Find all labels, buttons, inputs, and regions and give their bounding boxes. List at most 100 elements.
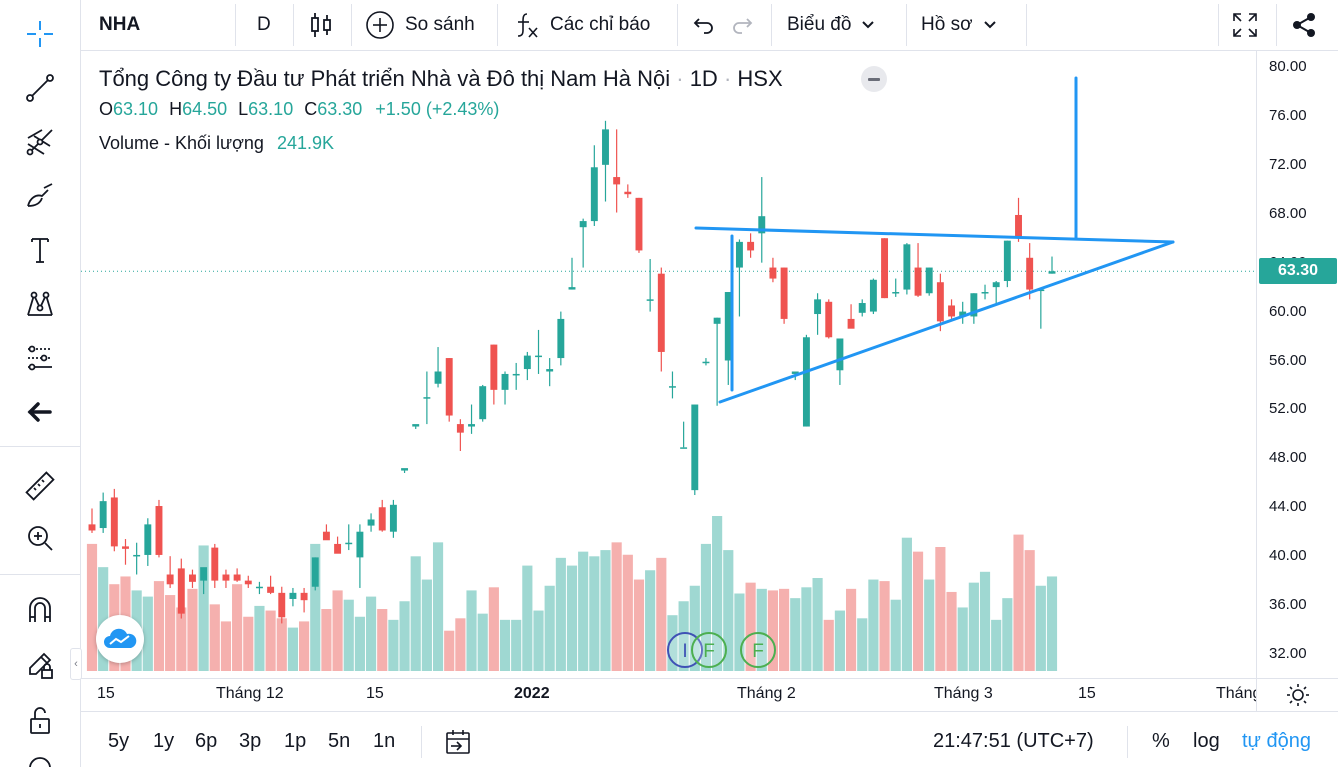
volume-bar [165, 595, 176, 671]
volume-bar [991, 619, 1002, 671]
percent-scale-toggle[interactable]: % [1152, 730, 1170, 752]
candle-body [334, 543, 342, 554]
pattern-icon[interactable] [14, 282, 66, 326]
ruler-icon[interactable] [14, 464, 66, 508]
unlock-icon[interactable] [14, 698, 66, 742]
time-tick-label: Tháng 3 [934, 685, 993, 702]
volume-bar [779, 588, 790, 671]
lock-drawings-icon[interactable] [14, 642, 66, 686]
collapse-toolbar-handle[interactable]: ‹ [70, 648, 82, 680]
volume-bar [176, 607, 187, 671]
candle-body [635, 197, 643, 251]
undo-button[interactable] [689, 0, 715, 50]
price-tick-label: 56.00 [1269, 351, 1307, 369]
volume-bar [901, 537, 912, 671]
auto-scale-toggle[interactable]: tự động [1242, 730, 1311, 752]
candle-body [1048, 271, 1056, 274]
range-1d[interactable]: 1n [373, 730, 396, 752]
indicators-button[interactable]: Các chỉ báo [513, 0, 650, 50]
price-tick-label: 32.00 [1269, 645, 1307, 662]
candle-body [892, 292, 900, 294]
volume-bar [734, 593, 745, 671]
range-5y[interactable]: 5y [108, 730, 130, 752]
eye-icon[interactable] [14, 744, 66, 767]
symbol-search[interactable]: NHA [99, 14, 141, 35]
magnet-icon[interactable] [14, 588, 66, 632]
volume-bar [432, 542, 444, 671]
volume-bar [1024, 550, 1035, 671]
candle-body [735, 241, 743, 268]
chart-menu-button[interactable]: Biểu đồ [787, 0, 875, 50]
pitchfork-icon[interactable] [14, 120, 66, 164]
candle-body [702, 361, 710, 364]
volume-bar [823, 619, 834, 671]
chart-settings-button[interactable] [1256, 678, 1338, 711]
top-toolbar: NHA D So sánh Các chỉ báo Biểu đồ Hồ sơ [81, 0, 1338, 51]
compare-button[interactable]: So sánh [365, 0, 475, 50]
tradingview-logo[interactable] [96, 615, 144, 663]
zoom-in-icon[interactable] [14, 516, 66, 560]
volume-bar [488, 587, 499, 671]
candle-body [412, 424, 420, 427]
candle-body [378, 507, 386, 531]
goto-date-button[interactable] [443, 728, 473, 762]
fullscreen-button[interactable] [1230, 0, 1260, 50]
candle-body [814, 299, 822, 315]
range-6m[interactable]: 6p [195, 730, 218, 752]
log-scale-toggle[interactable]: log [1193, 730, 1220, 752]
redo-icon [733, 18, 753, 34]
volume-bar [511, 619, 522, 671]
profile-menu-button[interactable]: Hồ sơ [921, 0, 997, 50]
drawing-toolbar: ‹ [0, 0, 82, 767]
clock-timezone[interactable]: 21:47:51 (UTC+7) [933, 730, 1094, 752]
range-1m[interactable]: 1p [284, 730, 307, 752]
volume-bar [812, 578, 823, 671]
range-1y[interactable]: 1y [153, 730, 175, 752]
resistance-trendline [694, 226, 1175, 244]
brush-icon[interactable] [14, 174, 66, 218]
candle-body [535, 355, 542, 358]
candle-body [903, 244, 911, 290]
price-tick-label: 40.00 [1269, 547, 1307, 565]
price-tick-label: 60.00 [1269, 302, 1307, 320]
share-icon [1293, 13, 1315, 37]
candle-body [546, 369, 554, 372]
candle-body [233, 574, 241, 581]
event-marker-label: F [703, 641, 715, 662]
interval-button[interactable]: D [257, 14, 271, 35]
candle-body [936, 282, 944, 322]
text-icon[interactable] [14, 228, 66, 272]
forecast-icon[interactable] [14, 336, 66, 380]
redo-button[interactable] [731, 0, 757, 50]
price-tick-label: 44.00 [1269, 498, 1307, 516]
volume-bar [723, 550, 734, 671]
volume-bar [142, 596, 153, 671]
volume-bar [444, 630, 455, 671]
share-button[interactable] [1289, 0, 1319, 50]
volume-bar [790, 598, 801, 671]
candle-body [747, 241, 755, 251]
range-5d[interactable]: 5n [328, 730, 351, 752]
volume-bar [566, 565, 578, 671]
candle-style-button[interactable] [307, 0, 335, 50]
candle-body [267, 586, 275, 593]
price-tick-label: 76.00 [1269, 106, 1307, 124]
back-arrow-icon[interactable] [14, 390, 66, 434]
price-scale[interactable]: 80.0076.0072.0068.0064.0060.0056.0052.00… [1256, 51, 1338, 678]
candle-body [110, 497, 118, 547]
volume-bar [287, 627, 299, 671]
candle-body [479, 386, 487, 420]
crosshair-icon[interactable] [14, 12, 66, 56]
collapse-legend-button[interactable] [861, 66, 887, 92]
time-scale[interactable]: 15 Tháng 12 15 2022 Tháng 2 Tháng 3 15 Tháng [81, 678, 1256, 711]
candle-body [1037, 289, 1045, 292]
volume-bar [857, 618, 868, 671]
legend-volume[interactable]: Volume - Khối lượng 241.9K [99, 133, 334, 154]
event-marker-label: I [682, 641, 687, 662]
volume-bar [611, 542, 622, 671]
volume-bar [845, 588, 857, 671]
trend-line-icon[interactable] [14, 66, 66, 110]
range-3m[interactable]: 3p [239, 730, 262, 752]
volume-bar [321, 609, 332, 671]
price-tick-label: 80.00 [1269, 58, 1307, 75]
